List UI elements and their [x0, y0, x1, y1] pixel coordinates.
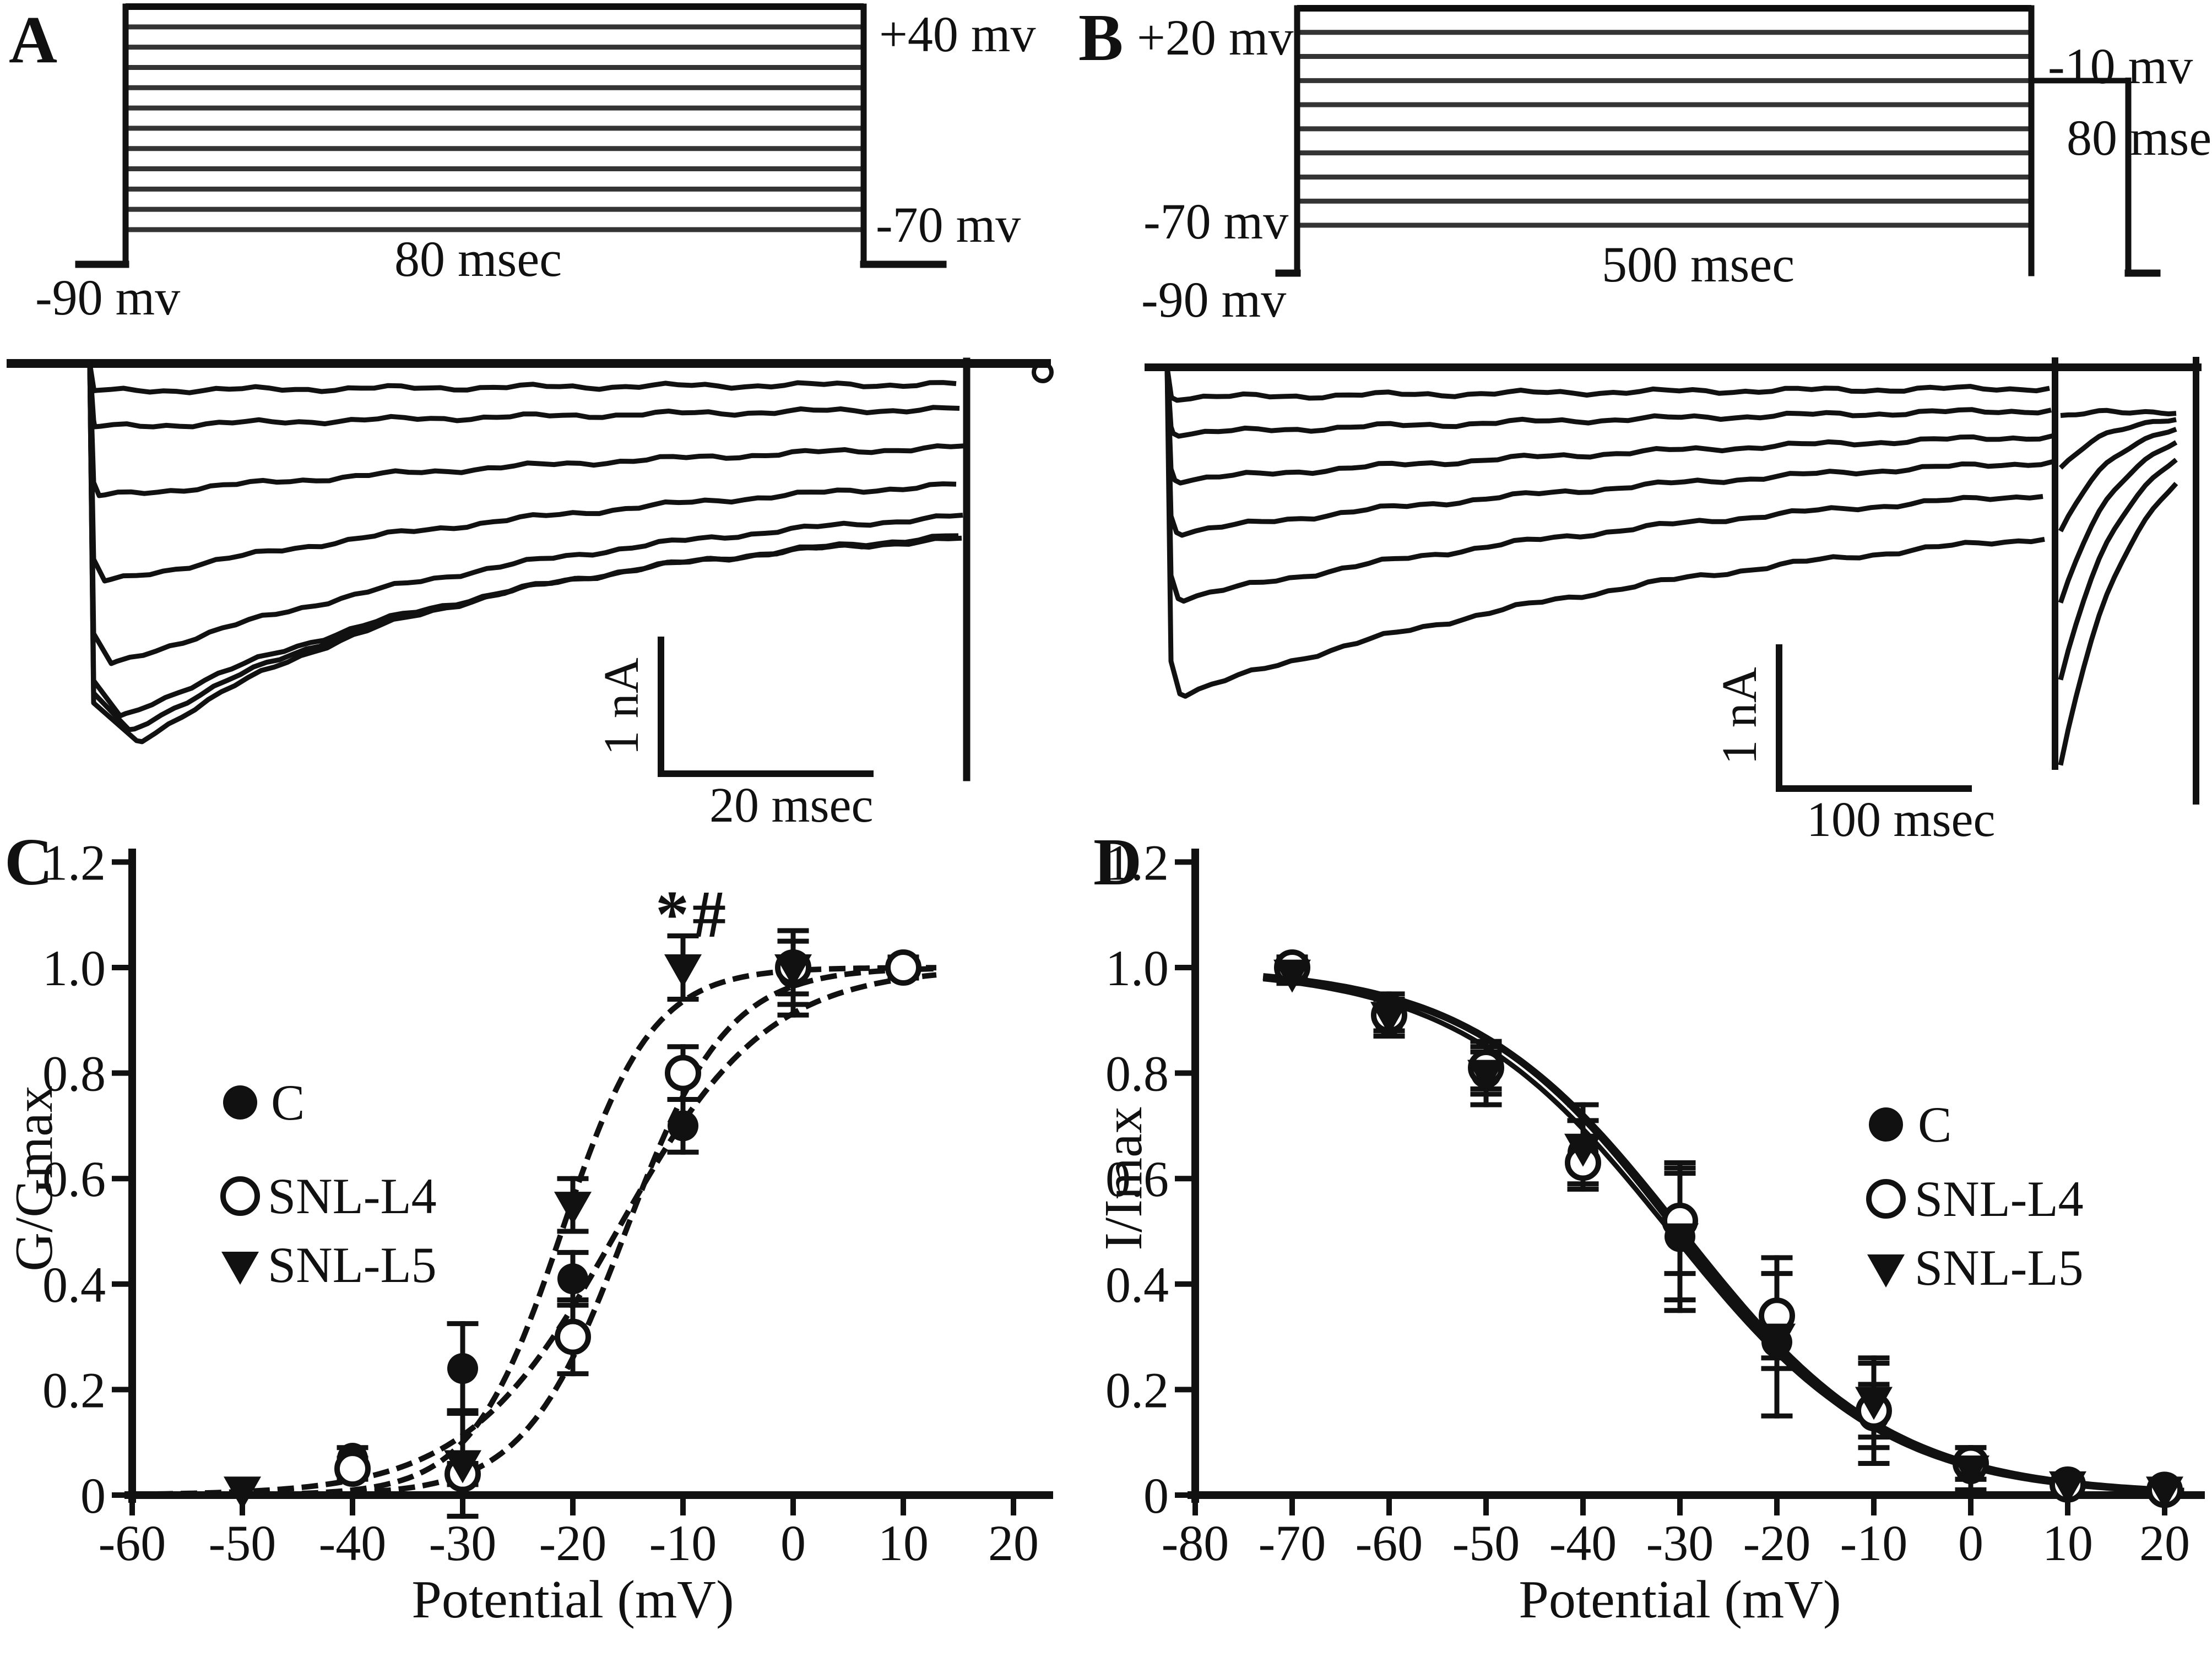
- svg-text:-60: -60: [1356, 1515, 1423, 1571]
- panel-a-scalebar: [658, 637, 874, 777]
- svg-text:0: 0: [1958, 1515, 1983, 1571]
- panel-a-step-bottom-label: -70 mv: [876, 197, 1021, 253]
- svg-text:20: 20: [2139, 1515, 2190, 1571]
- panel-b-duration-label: 500 msec: [1602, 236, 1795, 292]
- svg-text:-20: -20: [539, 1515, 607, 1571]
- panel-a-protocol: [75, 3, 947, 268]
- panel-b-protocol: [1275, 5, 2161, 277]
- svg-text:-50: -50: [1452, 1515, 1520, 1571]
- panel-b-test-label: -10 mv: [2048, 38, 2193, 94]
- panel-d-plot: -80 -70 -60 -50 -40 -30 -20 -10 0 10 20 1.2 1.0 0.8 0.…: [1105, 834, 2205, 1571]
- svg-text:-20: -20: [1743, 1515, 1811, 1571]
- svg-text:10: 10: [2042, 1515, 2093, 1571]
- svg-text:-40: -40: [1549, 1515, 1617, 1571]
- panel-c-legend-label-c: C: [271, 1074, 305, 1131]
- panel-d-legend-label-c: C: [1918, 1096, 1952, 1153]
- panel-d-legend-label-snl-l4: SNL-L4: [1915, 1171, 2084, 1227]
- panel-d-legend-label-snl-l5: SNL-L5: [1915, 1240, 2084, 1296]
- panel-b-letter: B: [1078, 1, 1124, 75]
- panel-d-letter: D: [1093, 825, 1142, 899]
- panel-a-letter: A: [9, 3, 58, 77]
- svg-text:0: 0: [780, 1515, 806, 1571]
- panel-b-scalebar-h-label: 100 msec: [1807, 792, 1996, 847]
- panel-d-y-axis-title: I/Imax: [1094, 1106, 1153, 1251]
- svg-text:0: 0: [1143, 1468, 1169, 1524]
- panel-b-current-traces: [1145, 357, 2202, 805]
- panel-b-scalebar: [1776, 644, 1972, 792]
- panel-a-holding-label: -90 mv: [35, 269, 181, 325]
- svg-text:0.6: 0.6: [42, 1151, 106, 1207]
- panel-c-letter: C: [4, 825, 53, 899]
- svg-text:0: 0: [80, 1468, 106, 1524]
- svg-text:20: 20: [988, 1515, 1039, 1571]
- svg-text:-70: -70: [1259, 1515, 1326, 1571]
- panel-c-plot: -60 -50 -40 -30 -20 -10 0 10 20 1.2 1.0 0.8 0.6 0.4 0.…: [42, 834, 1053, 1571]
- svg-text:0.4: 0.4: [42, 1257, 106, 1313]
- panel-c-annotation: *#: [655, 877, 729, 952]
- svg-text:-30: -30: [429, 1515, 497, 1571]
- svg-text:-40: -40: [319, 1515, 387, 1571]
- svg-text:0.8: 0.8: [1105, 1046, 1169, 1102]
- panel-c-y-axis-title: G/Gmax: [4, 1085, 64, 1272]
- panel-a-step-top-label: +40 mv: [879, 6, 1036, 62]
- panel-b-scalebar-v-label: 1 nA: [1712, 667, 1767, 765]
- panel-b-step-bottom-label: -70 mv: [1143, 193, 1289, 249]
- svg-text:-10: -10: [649, 1515, 717, 1571]
- svg-text:-80: -80: [1162, 1515, 1229, 1571]
- svg-text:-30: -30: [1646, 1515, 1714, 1571]
- svg-text:1.2: 1.2: [1105, 834, 1169, 890]
- svg-text:0.2: 0.2: [42, 1362, 106, 1418]
- svg-text:1.2: 1.2: [42, 834, 106, 890]
- panel-a-duration-label: 80 msec: [394, 231, 562, 287]
- panel-a-scalebar-h-label: 20 msec: [709, 778, 874, 833]
- trace-end-artifact-circle: [1032, 361, 1054, 383]
- svg-text:10: 10: [878, 1515, 929, 1571]
- panel-b-step-top-label: +20 mv: [1137, 9, 1294, 66]
- svg-text:0.4: 0.4: [1105, 1257, 1169, 1313]
- panel-d-x-axis-title: Potential (mV): [1519, 1570, 1841, 1629]
- svg-text:0.8: 0.8: [42, 1046, 106, 1102]
- panel-a-current-traces: [7, 357, 1054, 781]
- svg-text:-50: -50: [209, 1515, 276, 1571]
- panel-c-legend-label-snl-l4: SNL-L4: [268, 1168, 437, 1224]
- panel-c-x-axis-title: Potential (mV): [411, 1570, 734, 1629]
- panel-b-test-duration-label: 80 msec: [2067, 110, 2212, 166]
- panel-b-holding-label: -90 mv: [1141, 271, 1287, 328]
- svg-text:-10: -10: [1840, 1515, 1908, 1571]
- svg-text:0.2: 0.2: [1105, 1362, 1169, 1418]
- svg-text:-60: -60: [99, 1515, 166, 1571]
- panel-c-legend-label-snl-l5: SNL-L5: [268, 1237, 437, 1293]
- svg-text:1.0: 1.0: [42, 940, 106, 996]
- svg-text:0.6: 0.6: [1105, 1151, 1169, 1207]
- panel-a-scalebar-v-label: 1 nA: [594, 658, 649, 756]
- svg-text:1.0: 1.0: [1105, 940, 1169, 996]
